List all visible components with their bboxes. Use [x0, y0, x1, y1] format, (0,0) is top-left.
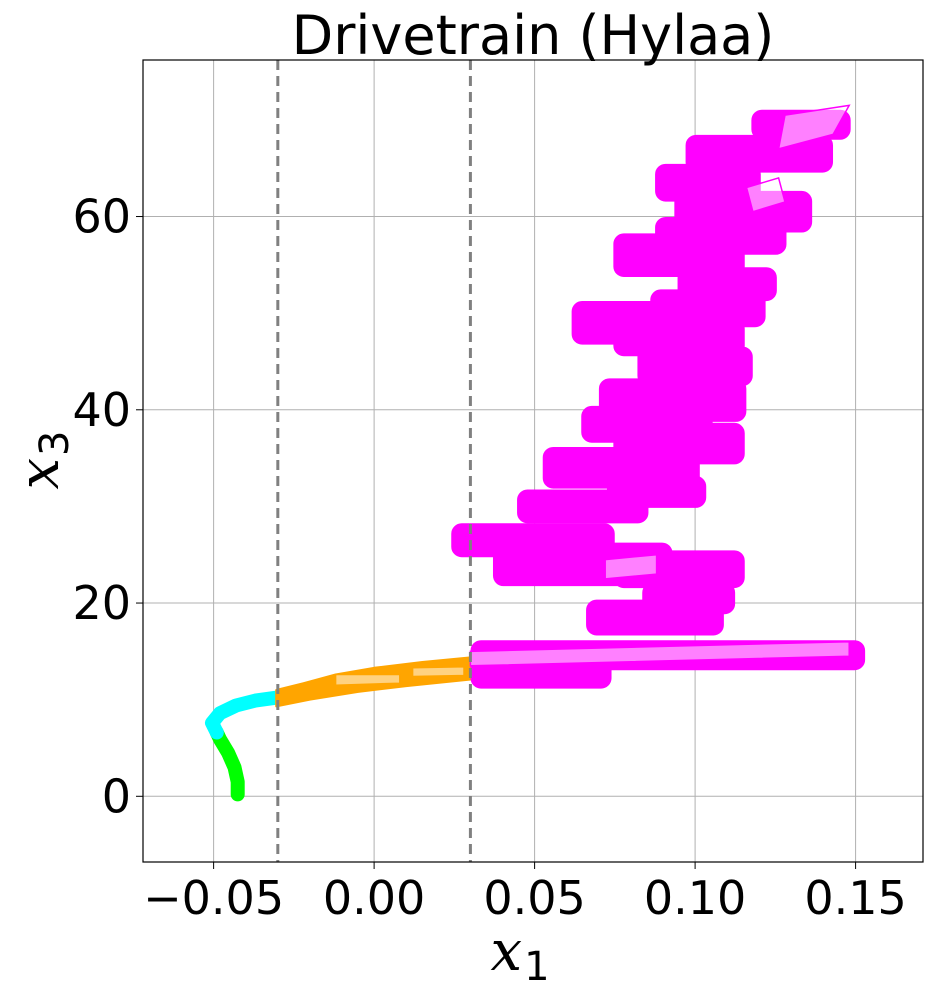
reach-set-mode3-highlight: [334, 673, 401, 686]
y-tick-label: 40: [72, 383, 131, 437]
y-axis-label-main: x: [7, 458, 72, 490]
y-axis-label: x3: [7, 430, 78, 489]
y-tick-label: 60: [72, 190, 131, 244]
x-axis-label: x1: [490, 919, 549, 990]
reach-set-mode4-highlight: [604, 553, 658, 580]
y-axis-label-sub: 3: [32, 430, 78, 455]
x-axis-label-main: x: [490, 919, 522, 984]
x-tick-label: 0.15: [804, 871, 906, 925]
reach-set-mode4-highlight: [777, 104, 851, 150]
plot-frame: [142, 59, 924, 863]
series-layer: [205, 104, 866, 802]
y-tick-label: 0: [102, 769, 131, 823]
reach-set-mode4-highlight: [745, 176, 786, 213]
x-tick-label: 0.05: [483, 871, 585, 925]
guard-lines: [276, 60, 472, 862]
chart-title: Drivetrain (Hylaa): [292, 4, 775, 67]
x-tick-label: −0.05: [143, 871, 284, 925]
x-tick-label: 0.10: [644, 871, 746, 925]
grid: [143, 60, 923, 862]
plot-area: [205, 60, 866, 862]
reach-set-mode3-highlight: [411, 666, 465, 678]
y-axis-ticks: 0 20 40 60: [72, 190, 143, 823]
reach-set-mode2: [205, 690, 284, 740]
reach-set-mode4-box: [685, 134, 834, 173]
x-tick-label: 0.00: [323, 871, 425, 925]
x-axis-ticks: −0.05 0.00 0.05 0.10 0.15: [143, 862, 907, 925]
reach-set-mode4-box: [451, 523, 615, 558]
reach-set-mode1: [209, 725, 245, 802]
y-tick-label: 20: [72, 576, 131, 630]
x-axis-label-sub: 1: [524, 944, 549, 990]
